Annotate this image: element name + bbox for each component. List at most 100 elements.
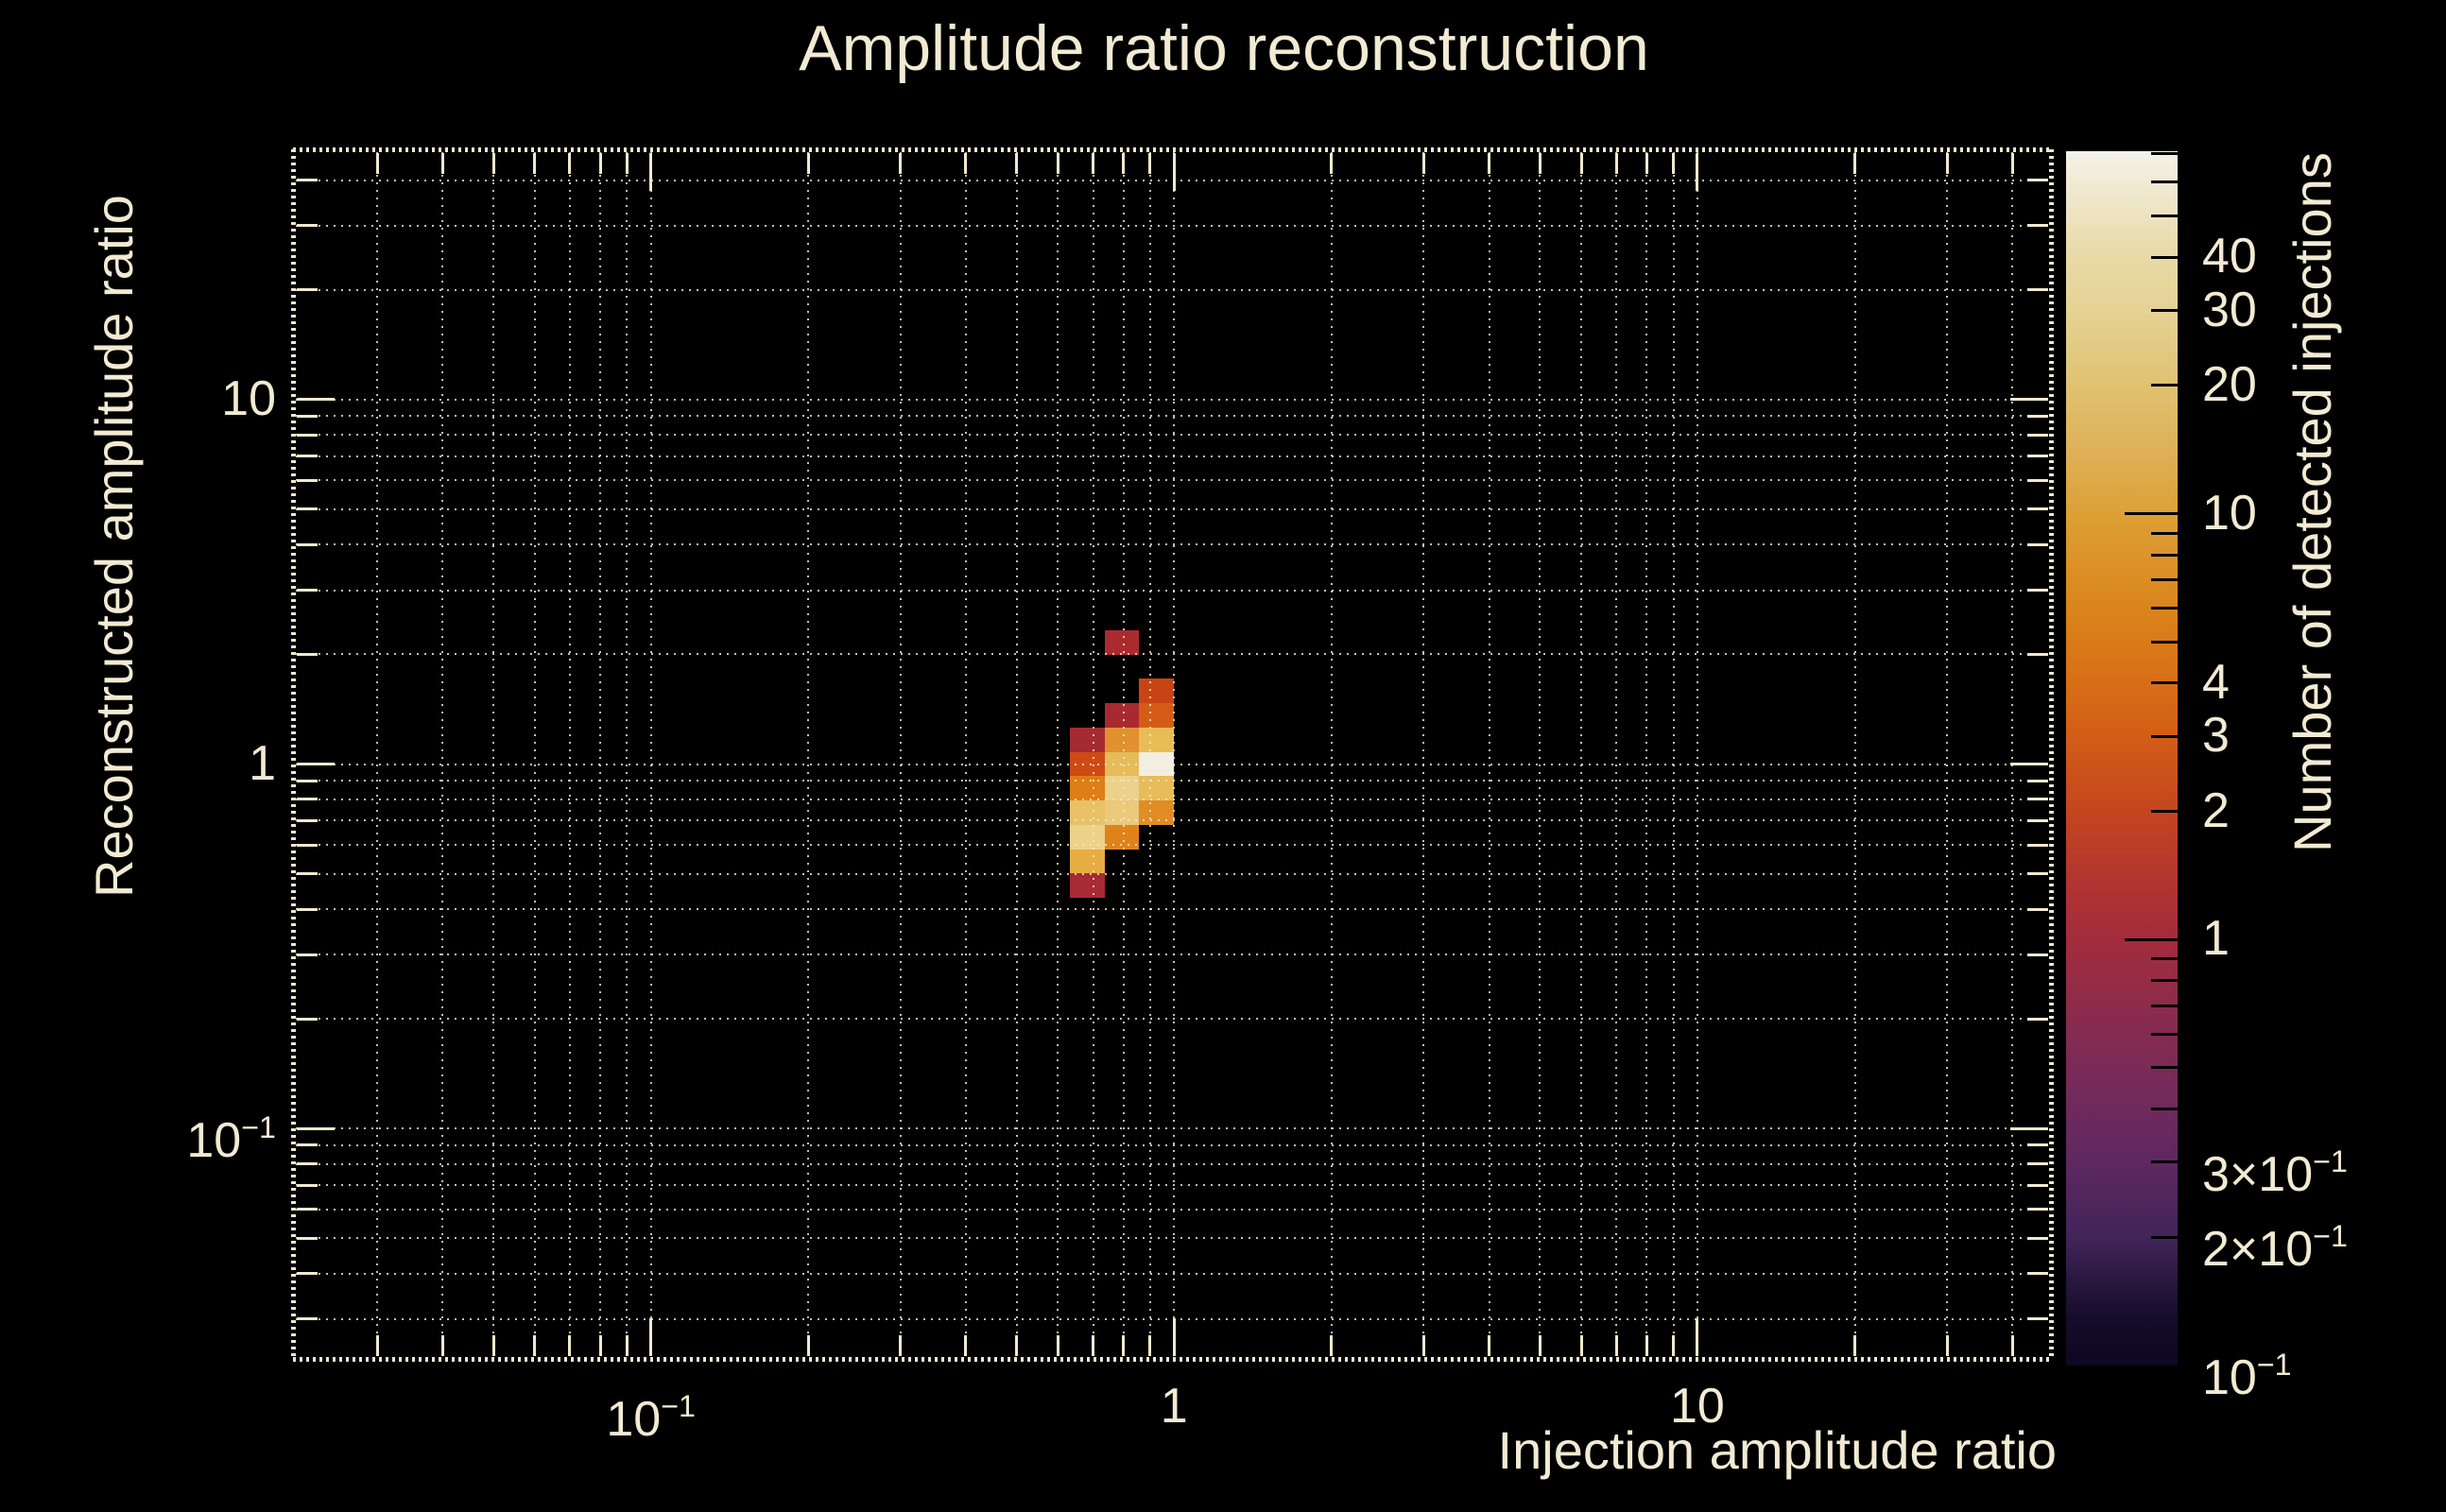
y-tick-mark — [297, 398, 335, 402]
x-tick-mark — [649, 1318, 653, 1356]
grid-line-y-minor — [296, 1272, 2049, 1275]
y-tick-mark — [297, 1143, 318, 1147]
y-tick-mark — [2027, 1162, 2048, 1166]
y-tick-mark — [297, 589, 318, 593]
y-tick-mark — [2027, 1183, 2048, 1187]
heatmap-cell — [1139, 727, 1175, 752]
colorbar-tick-label: 2 — [2202, 786, 2230, 835]
heatmap-cell — [1069, 873, 1105, 898]
x-tick-mark — [1488, 153, 1491, 174]
y-tick-mark — [2027, 542, 2048, 546]
x-tick-mark — [1421, 1335, 1425, 1356]
y-tick-mark — [2027, 798, 2048, 801]
x-tick-mark — [625, 153, 629, 174]
colorbar-tick-label: 40 — [2202, 232, 2257, 281]
x-tick-mark — [1056, 153, 1059, 174]
heatmap-cell — [1104, 703, 1140, 728]
y-tick-mark — [2027, 843, 2048, 847]
grid-line-x-major — [1173, 152, 1176, 1357]
grid-line-y-minor — [296, 224, 2049, 227]
colorbar-tick-label: 1 — [2202, 914, 2230, 963]
tick-label-base: 20 — [2202, 356, 2257, 412]
colorbar-tick-minor — [2151, 1235, 2178, 1239]
grid-line-x-minor — [1122, 152, 1125, 1357]
x-tick-label: 10 — [1670, 1382, 1725, 1431]
x-tick-label: 1 — [1161, 1382, 1188, 1431]
heatmap-cell — [1139, 679, 1175, 704]
grid-line-y-minor — [296, 1018, 2049, 1021]
y-tick-mark — [2027, 652, 2048, 656]
colorbar-tick-label: 3 — [2202, 711, 2230, 760]
grid-line-y-minor — [296, 908, 2049, 911]
grid-line-x-minor — [1580, 152, 1583, 1357]
y-tick-mark — [297, 818, 318, 822]
heatmap-cell — [1069, 849, 1105, 874]
colorbar-tick-minor — [2151, 734, 2178, 738]
tick-label-base: 10 — [606, 1391, 662, 1447]
tick-label-base: 10 — [2202, 1349, 2257, 1405]
grid-line-x-minor — [1330, 152, 1333, 1357]
grid-line-x-minor — [899, 152, 902, 1357]
x-tick-mark — [964, 1335, 968, 1356]
x-tick-mark — [1122, 1335, 1126, 1356]
x-tick-label: 10−1 — [606, 1382, 696, 1444]
x-tick-mark — [598, 1335, 602, 1356]
colorbar-tick-major — [2125, 937, 2178, 941]
x-tick-mark — [899, 1335, 903, 1356]
x-tick-mark — [1672, 1335, 1676, 1356]
y-tick-mark — [2027, 288, 2048, 292]
grid-line-x-minor — [1488, 152, 1490, 1357]
plot-frame-right — [2049, 149, 2054, 1360]
grid-line-y-minor — [296, 954, 2049, 956]
x-tick-mark — [1015, 1335, 1019, 1356]
grid-line-x-minor — [1539, 152, 1542, 1357]
x-tick-mark — [598, 153, 602, 174]
x-tick-mark — [806, 1335, 810, 1356]
grid-line-y-minor — [296, 1317, 2049, 1320]
colorbar-gradient — [2066, 151, 2178, 1366]
grid-line-x-minor — [568, 152, 571, 1357]
y-tick-mark — [297, 872, 318, 876]
x-tick-mark — [1645, 153, 1648, 174]
grid-line-x-minor — [1148, 152, 1151, 1357]
tick-label-base: 3 — [2202, 708, 2230, 764]
colorbar-tick-minor — [2151, 1108, 2178, 1111]
colorbar-tick-minor — [2151, 255, 2178, 259]
x-tick-mark — [899, 153, 903, 174]
grid-line-x-minor — [441, 152, 444, 1357]
plot-frame-left — [291, 149, 296, 1360]
x-tick-mark — [625, 1335, 629, 1356]
x-tick-mark — [1672, 153, 1676, 174]
x-tick-mark — [1614, 1335, 1618, 1356]
y-tick-mark — [2027, 872, 2048, 876]
tick-label-base: 10 — [221, 370, 276, 426]
x-tick-mark — [964, 153, 968, 174]
y-tick-mark — [297, 288, 318, 292]
x-tick-mark — [1696, 153, 1699, 191]
heatmap-cell — [1104, 727, 1140, 752]
heatmap-cell — [1104, 630, 1140, 655]
x-tick-mark — [1488, 1335, 1491, 1356]
y-tick-mark — [2027, 224, 2048, 228]
y-tick-mark — [2027, 433, 2048, 437]
x-tick-mark — [2010, 1335, 2014, 1356]
x-tick-mark — [1538, 153, 1542, 174]
tick-label-base: 2 — [2202, 782, 2230, 838]
colorbar-tick-minor — [2151, 681, 2178, 685]
y-tick-mark — [297, 433, 318, 437]
y-tick-mark — [297, 1272, 318, 1276]
colorbar-tick-minor — [2151, 152, 2178, 156]
colorbar-tick-label: 2×10−1 — [2202, 1211, 2348, 1274]
x-tick-mark — [1579, 1335, 1583, 1356]
y-tick-mark — [297, 179, 318, 182]
grid-line-y-major — [296, 398, 2049, 401]
tick-label-base: 10 — [186, 1113, 242, 1169]
x-tick-mark — [1148, 1335, 1152, 1356]
grid-line-x-minor — [533, 152, 536, 1357]
colorbar-tick-minor — [2151, 384, 2178, 387]
x-tick-mark — [1330, 153, 1334, 174]
grid-line-x-minor — [376, 152, 379, 1357]
grid-line-y-major — [296, 763, 2049, 765]
x-tick-mark — [568, 153, 572, 174]
grid-line-x-minor — [492, 152, 495, 1357]
